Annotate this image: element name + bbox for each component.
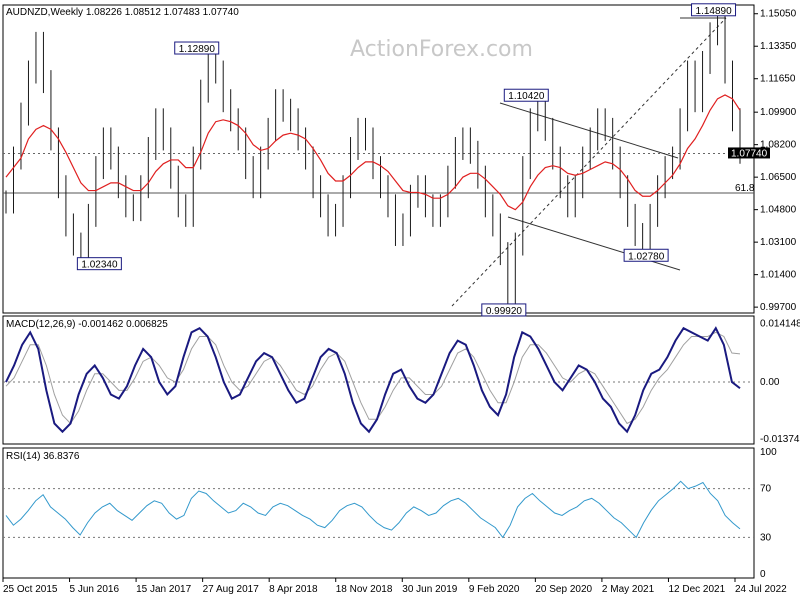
price-panel xyxy=(2,4,755,314)
annotation-label: 0.99920 xyxy=(486,306,523,317)
annotation-box xyxy=(503,88,549,102)
price-tick-label: 1.04800 xyxy=(760,205,797,216)
rsi-header: RSI(14) 36.8376 xyxy=(6,451,80,462)
time-tick-label: 20 Sep 2020 xyxy=(535,584,592,595)
rsi-tick-label: 100 xyxy=(760,447,777,458)
current-price-label: 1.07740 xyxy=(731,148,768,159)
price-tick-label: 1.11650 xyxy=(760,74,796,85)
price-tick-label: 0.99700 xyxy=(760,302,797,313)
moving-average-line xyxy=(5,94,741,211)
price-header: AUDNZD,Weekly 1.08226 1.08512 1.07483 1.… xyxy=(6,7,239,18)
rsi-tick-label: 70 xyxy=(760,484,772,495)
macd-axis: 0.014148 0.00 -0.013743 xyxy=(760,318,800,444)
watermark: ActionForex.com xyxy=(350,37,533,62)
price-axis: 1.15050 1.13350 1.11650 1.09900 1.08200 1.065… xyxy=(754,9,797,313)
time-tick-label: 2 May 2021 xyxy=(602,584,655,595)
time-tick-label: 9 Feb 2020 xyxy=(469,584,520,595)
annotation-label: 1.14890 xyxy=(696,6,733,17)
price-tick-label: 1.03100 xyxy=(760,237,797,248)
annotation-label: 1.02780 xyxy=(628,251,665,262)
time-axis: 25 Oct 2015 5 Jun 2016 15 Jan 2017 27 Aug 2… xyxy=(2,578,787,595)
annotation-box xyxy=(691,3,737,17)
time-tick-label: 12 Dec 2021 xyxy=(668,584,725,595)
price-annotations: 1.12890 1.02340 1.10420 0.99920 1.02780 1.148… xyxy=(76,3,737,317)
macd-tick-label: -0.013743 xyxy=(760,434,800,445)
time-tick-label: 24 Jul 2022 xyxy=(735,584,787,595)
rsi-axis: 100 70 30 0 xyxy=(760,447,777,580)
time-tick-label: 30 Jun 2019 xyxy=(402,584,457,595)
rsi-line xyxy=(5,480,741,539)
time-tick-label: 27 Aug 2017 xyxy=(203,584,260,595)
annotation-label: 1.02340 xyxy=(81,260,118,271)
time-tick-label: 5 Jun 2016 xyxy=(70,584,120,595)
price-tick-label: 1.08200 xyxy=(760,140,797,151)
annotation-box xyxy=(76,257,122,271)
price-tick-label: 1.06500 xyxy=(760,172,797,183)
price-tick-label: 1.01400 xyxy=(760,270,797,281)
price-tick-label: 1.09900 xyxy=(760,107,797,118)
current-price-badge xyxy=(728,147,770,159)
trendline-dashed xyxy=(451,17,727,307)
macd-tick-label: 0.00 xyxy=(760,377,780,388)
rsi-tick-label: 30 xyxy=(760,532,772,543)
time-tick-label: 8 Apr 2018 xyxy=(269,584,318,595)
time-tick-label: 18 Nov 2018 xyxy=(336,584,393,595)
annotation-label: 1.12890 xyxy=(179,44,216,55)
annotation-label: 1.10420 xyxy=(508,91,545,102)
annotation-box xyxy=(623,248,669,262)
annotation-box xyxy=(174,41,220,55)
rsi-panel xyxy=(2,447,755,579)
price-tick-label: 1.13350 xyxy=(760,41,797,52)
rsi-tick-label: 0 xyxy=(760,569,766,580)
macd-panel xyxy=(2,315,755,445)
macd-line xyxy=(5,326,741,434)
price-series xyxy=(5,12,741,313)
time-tick-label: 25 Oct 2015 xyxy=(3,584,58,595)
time-tick-label: 15 Jan 2017 xyxy=(136,584,191,595)
price-tick-label: 1.15050 xyxy=(760,9,797,20)
fib-label: 61.8 xyxy=(735,183,755,194)
channel-upper-line xyxy=(499,102,679,159)
macd-signal-line xyxy=(5,331,741,425)
macd-header: MACD(12,26,9) -0.001462 0.006825 xyxy=(6,319,168,330)
annotation-box xyxy=(481,303,527,317)
macd-tick-label: 0.014148 xyxy=(760,318,800,329)
